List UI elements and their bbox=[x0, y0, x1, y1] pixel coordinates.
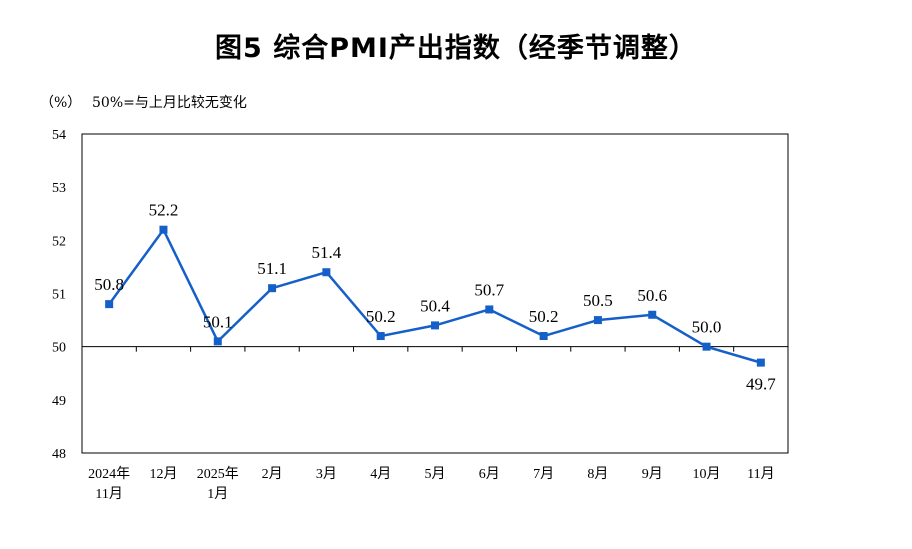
data-label: 50.5 bbox=[583, 291, 613, 310]
data-label: 50.1 bbox=[203, 312, 233, 331]
unit-label: （%） bbox=[40, 95, 82, 111]
data-label: 52.2 bbox=[149, 201, 179, 220]
x-tick-label: 12月 bbox=[149, 466, 177, 482]
x-tick-label: 6月 bbox=[479, 466, 500, 482]
x-tick-label: 11月 bbox=[95, 486, 122, 502]
x-tick-label: 3月 bbox=[316, 466, 337, 482]
data-label: 50.6 bbox=[637, 286, 667, 305]
x-tick-label: 2025年 bbox=[197, 466, 239, 482]
data-point bbox=[159, 225, 168, 234]
data-point bbox=[376, 332, 385, 341]
x-tick-label: 11月 bbox=[747, 466, 774, 482]
x-tick-label: 2月 bbox=[262, 466, 283, 482]
x-tick-label: 9月 bbox=[642, 466, 663, 482]
y-tick-label: 54 bbox=[52, 128, 66, 143]
y-tick-label: 48 bbox=[52, 447, 66, 462]
data-point bbox=[268, 284, 277, 293]
y-tick-label: 49 bbox=[52, 394, 66, 409]
data-label: 49.7 bbox=[746, 375, 776, 394]
data-point bbox=[322, 268, 331, 277]
y-tick-label: 53 bbox=[52, 181, 66, 196]
data-point bbox=[539, 332, 548, 341]
data-label: 50.8 bbox=[94, 275, 124, 294]
data-point bbox=[648, 310, 657, 319]
x-tick-label: 1月 bbox=[207, 486, 228, 502]
data-point bbox=[702, 342, 711, 351]
x-tick-label: 7月 bbox=[533, 466, 554, 482]
data-label: 50.2 bbox=[529, 307, 559, 326]
data-label: 50.4 bbox=[420, 296, 450, 315]
y-tick-label: 51 bbox=[52, 288, 66, 303]
data-point bbox=[485, 305, 494, 314]
y-tick-label: 52 bbox=[52, 234, 66, 249]
data-label: 51.4 bbox=[312, 243, 342, 262]
x-tick-label: 8月 bbox=[587, 466, 608, 482]
data-label: 50.7 bbox=[474, 280, 504, 299]
baseline-note: 50%=与上月比较无变化 bbox=[92, 95, 247, 111]
y-tick-label: 50 bbox=[52, 341, 66, 356]
x-tick-label: 5月 bbox=[425, 466, 446, 482]
data-point bbox=[105, 300, 114, 309]
data-label: 50.2 bbox=[366, 307, 396, 326]
data-label: 50.0 bbox=[692, 318, 722, 337]
data-point bbox=[756, 358, 765, 367]
x-tick-label: 10月 bbox=[693, 466, 721, 482]
x-tick-label: 2024年 bbox=[88, 466, 130, 482]
data-point bbox=[213, 337, 222, 346]
x-tick-label: 4月 bbox=[370, 466, 391, 482]
data-label: 51.1 bbox=[257, 259, 287, 278]
plot-frame bbox=[81, 133, 789, 454]
data-point bbox=[593, 316, 602, 325]
data-point bbox=[431, 321, 439, 330]
chart-title: 图5 综合PMI产出指数（经季节调整） bbox=[215, 33, 697, 64]
